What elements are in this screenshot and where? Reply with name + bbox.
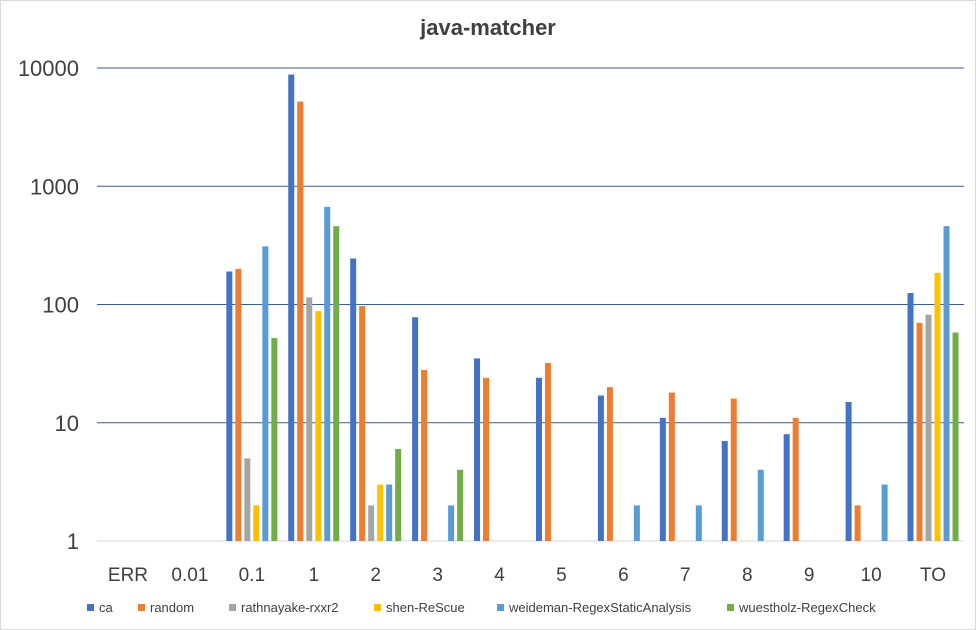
bar [253, 505, 260, 541]
x-tick-label: 3 [432, 565, 443, 586]
x-tick-label: 5 [556, 565, 567, 586]
legend-swatch [229, 604, 236, 611]
bar [474, 358, 481, 541]
bar [854, 505, 861, 541]
bar [757, 469, 764, 541]
bar [952, 332, 959, 541]
bar [792, 417, 799, 541]
chart-title: java-matcher [419, 15, 556, 40]
bar [324, 206, 331, 541]
bar [350, 258, 357, 541]
bar [925, 314, 932, 541]
y-tick-label: 10000 [18, 56, 79, 81]
legend-swatch [497, 604, 504, 611]
bar [668, 392, 675, 541]
legend-label: rathnayake-rxxr2 [241, 600, 339, 615]
x-axis-ticks: ERR 0.01 0.1 1 2 3 4 5 6 7 8 9 10 TO [108, 565, 946, 586]
bar [448, 505, 455, 541]
bar [235, 268, 242, 541]
x-tick-label: 6 [618, 565, 629, 586]
bar [659, 417, 666, 541]
legend-swatch [727, 604, 734, 611]
x-tick-label: 8 [742, 565, 753, 586]
bar [333, 226, 340, 541]
y-tick-label: 100 [42, 293, 79, 318]
y-tick-label: 1000 [30, 174, 79, 199]
x-tick-label: ERR [108, 565, 148, 586]
bar [297, 101, 304, 541]
legend-label: random [150, 600, 194, 615]
x-tick-label: 0.1 [239, 565, 265, 586]
x-tick-label: 1 [308, 565, 319, 586]
bar [395, 448, 402, 541]
bar [544, 363, 551, 541]
bars [226, 74, 959, 541]
x-tick-label: 10 [861, 565, 882, 586]
bar [934, 272, 941, 541]
bar [606, 387, 613, 541]
bar [845, 401, 852, 541]
bar [483, 377, 490, 541]
legend-label: shen-ReScue [386, 600, 465, 615]
x-tick-label: 0.01 [171, 565, 208, 586]
bar [597, 395, 604, 541]
bar [881, 484, 888, 541]
bar [288, 74, 295, 541]
bar [730, 398, 737, 541]
legend-swatch [87, 604, 94, 611]
bar [421, 369, 428, 541]
x-tick-label: 4 [494, 565, 505, 586]
bar [412, 317, 419, 541]
y-tick-label: 10 [55, 411, 79, 436]
bar [368, 505, 375, 541]
legend-swatch [138, 604, 145, 611]
x-tick-label: 9 [804, 565, 815, 586]
x-tick-label: 7 [680, 565, 691, 586]
bar [916, 322, 923, 541]
x-tick-label: 2 [370, 565, 381, 586]
legend-label: weideman-RegexStaticAnalysis [508, 600, 692, 615]
legend-swatch [374, 604, 381, 611]
bar [783, 434, 790, 541]
bar [721, 441, 728, 541]
y-tick-label: 1 [67, 529, 79, 554]
legend-label: wuestholz-RegexCheck [738, 600, 876, 615]
grid-lines [97, 67, 964, 542]
bar [377, 484, 384, 541]
bar [306, 297, 313, 541]
bar [457, 469, 464, 541]
bar [315, 311, 322, 541]
bar [226, 271, 233, 541]
bar [359, 306, 366, 541]
bar [244, 458, 251, 541]
bar [907, 293, 914, 541]
bar [271, 338, 278, 541]
legend: ca random rathnayake-rxxr2 shen-ReScue weide… [87, 600, 876, 615]
bar [386, 484, 393, 541]
legend-label: ca [99, 600, 114, 615]
bar [262, 246, 269, 541]
x-tick-label: TO [920, 565, 946, 586]
bar [943, 226, 950, 541]
y-axis-ticks: 1 10 100 1000 10000 [18, 56, 79, 554]
bar [633, 505, 640, 541]
bar [535, 377, 542, 541]
bar [695, 505, 702, 541]
